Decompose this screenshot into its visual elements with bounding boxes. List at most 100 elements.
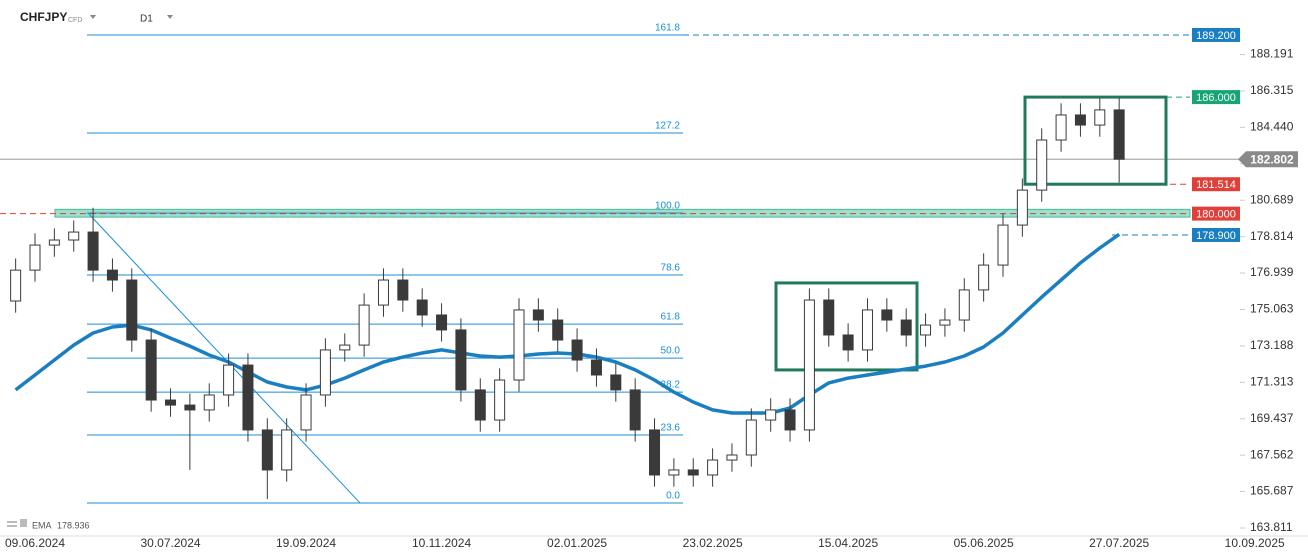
candle — [242, 353, 254, 442]
candle-body — [823, 299, 835, 336]
candle — [87, 207, 99, 282]
candle-body — [900, 319, 912, 336]
price-tag — [1192, 27, 1240, 42]
price-tag — [1192, 177, 1240, 192]
y-tick-label: 188.191 — [1250, 47, 1294, 61]
candle-body — [358, 304, 370, 346]
candle — [861, 298, 873, 362]
candle-body — [532, 309, 544, 321]
price-tag-label: 186.000 — [1196, 92, 1236, 104]
price-tag — [1192, 227, 1240, 242]
candle — [494, 368, 506, 432]
y-tick-label: 176.939 — [1250, 265, 1294, 279]
fib-label: 0.0 — [666, 491, 680, 502]
fib-label: 78.6 — [661, 263, 681, 274]
price-tag — [1192, 206, 1240, 221]
candle — [900, 308, 912, 347]
x-tick-label: 27.07.2025 — [1089, 536, 1149, 550]
x-tick-label: 02.01.2025 — [547, 536, 607, 550]
price-tag-label: 178.900 — [1196, 230, 1236, 242]
candle — [436, 303, 448, 342]
candle — [1016, 178, 1028, 237]
candle — [629, 378, 641, 442]
candle-body — [803, 299, 815, 431]
pattern-box — [1023, 95, 1168, 186]
candle-body — [281, 429, 293, 471]
candle — [1094, 98, 1106, 137]
candle-body — [1016, 189, 1028, 226]
candle-body — [668, 469, 680, 476]
candle-body — [494, 379, 506, 421]
timeframe[interactable]: D1 — [140, 14, 153, 25]
candle — [958, 278, 970, 332]
candle-body — [571, 339, 583, 361]
symbol-dropdown[interactable] — [90, 15, 96, 19]
candle-body — [842, 334, 854, 351]
legend-icon — [7, 521, 17, 523]
instrument-type: CFD — [68, 17, 82, 24]
candle — [281, 418, 293, 482]
candle — [416, 288, 428, 327]
candle-body — [436, 314, 448, 331]
candle — [223, 353, 235, 407]
y-tick-label: 165.687 — [1250, 484, 1294, 498]
candle — [377, 268, 389, 317]
candle-body — [184, 404, 196, 411]
candle-body — [261, 429, 273, 471]
indicator-legend: EMA 178.936 — [7, 519, 90, 530]
candle-body — [939, 319, 951, 326]
candle-body — [629, 389, 641, 431]
fib-trend-line — [87, 212, 361, 504]
y-tick-label: 173.188 — [1250, 338, 1294, 352]
candle-body — [687, 469, 699, 476]
candle-body — [455, 329, 467, 391]
candle-body — [745, 419, 757, 456]
candle-body — [610, 374, 622, 391]
candle-body — [203, 394, 215, 411]
x-tick-label: 10.09.2025 — [1225, 536, 1285, 550]
y-tick-label: 175.063 — [1250, 302, 1294, 316]
y-tick-label: 167.562 — [1250, 447, 1294, 461]
candle-body — [1074, 114, 1086, 126]
candle-body — [920, 324, 932, 336]
y-tick-label: 184.440 — [1250, 120, 1294, 134]
candle — [803, 288, 815, 442]
candle-body — [474, 389, 486, 421]
candle — [939, 308, 951, 337]
fib-label: 61.8 — [661, 312, 681, 323]
candle — [1074, 103, 1086, 137]
candle — [842, 323, 854, 362]
fib-label: 100.0 — [655, 201, 680, 212]
candle — [881, 298, 893, 332]
candle-body — [590, 359, 602, 376]
candle — [48, 228, 60, 257]
candle — [610, 363, 622, 402]
candle — [474, 378, 486, 432]
candle — [29, 233, 41, 282]
candle-body — [126, 279, 138, 341]
ema-line — [14, 232, 1121, 415]
candle-body — [416, 299, 428, 316]
candle — [784, 398, 796, 442]
candle-body — [48, 239, 60, 246]
y-tick-label: 186.315 — [1250, 83, 1294, 97]
y-tick-label: 178.814 — [1250, 229, 1294, 243]
candle-body — [87, 231, 99, 271]
candle — [552, 308, 564, 352]
candle — [68, 220, 80, 252]
candle — [106, 258, 118, 292]
x-tick-label: 15.04.2025 — [818, 536, 878, 550]
pattern-box — [774, 281, 919, 372]
candle-body — [29, 244, 41, 271]
candle-body — [784, 409, 796, 431]
candle-body — [958, 289, 970, 321]
candle-body — [861, 309, 873, 351]
candle — [687, 458, 699, 487]
candle — [10, 258, 22, 313]
candle — [978, 253, 990, 302]
indicator-name: EMA — [32, 520, 52, 530]
candle-body — [377, 279, 389, 306]
fib-label: 161.8 — [655, 23, 680, 34]
candle-body — [707, 459, 719, 476]
